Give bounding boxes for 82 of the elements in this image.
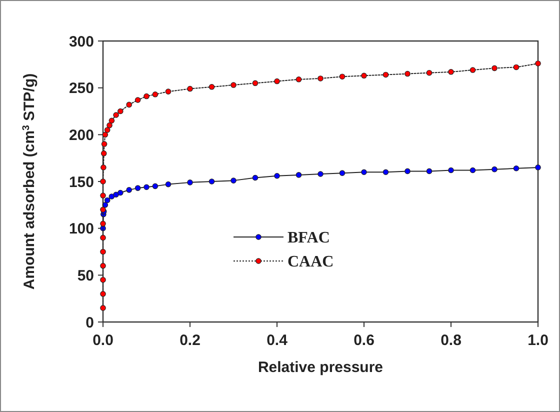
x-tick-label: 0.2 <box>180 332 200 349</box>
point <box>296 76 302 82</box>
point <box>513 64 520 70</box>
point <box>208 84 215 90</box>
point <box>100 291 106 297</box>
point <box>134 185 141 191</box>
point <box>126 102 132 108</box>
point <box>339 170 346 176</box>
point <box>104 127 110 133</box>
point <box>513 165 520 172</box>
point <box>100 192 106 198</box>
y-tick-label: 150 <box>68 174 94 191</box>
point <box>100 220 106 227</box>
point <box>100 178 106 184</box>
point <box>361 72 367 79</box>
point <box>318 76 324 82</box>
point <box>100 276 106 283</box>
point <box>118 190 124 196</box>
point <box>165 88 172 94</box>
y-tick-label: 100 <box>68 220 94 238</box>
x-tick-label: 0.0 <box>92 332 114 349</box>
point <box>404 70 410 77</box>
point <box>101 141 108 147</box>
point <box>274 172 280 179</box>
point <box>165 181 172 188</box>
point <box>382 72 389 78</box>
point <box>144 93 150 100</box>
point <box>152 91 158 98</box>
point <box>100 150 107 156</box>
point <box>535 60 541 66</box>
point <box>126 187 132 193</box>
x-axis-title: Relative pressure <box>258 359 384 376</box>
point <box>252 80 258 86</box>
point <box>106 122 112 128</box>
y-tick-label: 50 <box>77 267 94 284</box>
point <box>426 70 432 76</box>
point <box>104 197 110 204</box>
point <box>274 78 280 84</box>
point <box>144 184 150 190</box>
point <box>448 69 454 75</box>
point <box>100 164 106 170</box>
legend-label: BFAC <box>288 230 330 247</box>
y-tick-label: 200 <box>68 126 94 144</box>
point <box>382 169 389 176</box>
point <box>296 172 302 178</box>
x-tick-label: 0.4 <box>266 332 288 349</box>
point <box>113 192 119 198</box>
point <box>100 248 106 255</box>
point <box>230 82 236 88</box>
point <box>492 65 498 72</box>
point <box>134 97 141 103</box>
point <box>230 178 236 184</box>
x-tick-label: 0.6 <box>354 332 374 349</box>
point <box>492 166 498 172</box>
x-tick-label: 1.0 <box>528 332 548 349</box>
point <box>108 118 115 124</box>
point <box>404 168 410 174</box>
point <box>100 262 106 269</box>
point <box>152 183 158 190</box>
point <box>108 194 115 200</box>
point <box>187 180 193 186</box>
point <box>252 174 258 181</box>
y-tick-label: 0 <box>86 314 94 332</box>
point <box>318 171 324 177</box>
point <box>102 132 108 138</box>
point <box>339 74 346 80</box>
legend-label: CAAC <box>288 254 334 271</box>
point <box>100 234 106 241</box>
x-tick-label: 0.8 <box>440 332 462 349</box>
point <box>470 67 476 73</box>
point <box>448 167 454 174</box>
point <box>470 167 476 174</box>
point <box>118 108 124 114</box>
point <box>361 169 367 176</box>
point <box>100 305 106 311</box>
point <box>187 86 193 92</box>
point <box>208 178 215 184</box>
point <box>113 112 119 118</box>
y-tick-label: 300 <box>68 33 94 50</box>
point <box>426 168 432 174</box>
point <box>535 164 541 170</box>
y-tick-label: 250 <box>68 80 94 98</box>
